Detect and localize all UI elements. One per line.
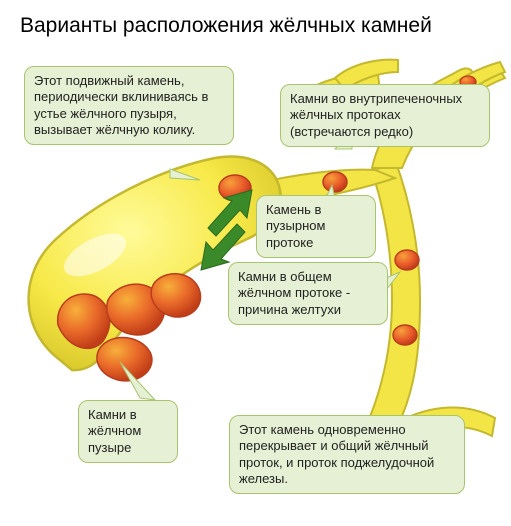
callout-in-gallbladder: Камни в жёлчном пузыре: [78, 400, 178, 463]
page-title: Варианты расположения жёлчных камней: [20, 14, 491, 38]
callout-text: Камни в общем жёлчном протоке - причина …: [238, 269, 350, 317]
cystic-duct-stone: [323, 172, 347, 192]
callout-text: Камни во внутрипеченочных жёлчных проток…: [290, 91, 462, 139]
callout-cystic-duct: Камень в пузырном протоке: [256, 195, 376, 258]
callout-common-bile: Камни в общем жёлчном протоке - причина …: [228, 262, 388, 325]
callout-intrahepatic: Камни во внутрипеченочных жёлчных проток…: [280, 84, 490, 147]
callout-ampulla: Этот камень одновременно перекрывает и о…: [229, 415, 465, 494]
callout-text: Этот камень одновременно перекрывает и о…: [239, 422, 434, 486]
callout-text: Этот подвижный камень, периодически вкли…: [34, 73, 208, 137]
callout-mobile-stone: Этот подвижный камень, периодически вкли…: [24, 66, 234, 145]
callout-text: Камень в пузырном протоке: [266, 202, 325, 250]
callout-text: Камни в жёлчном пузыре: [88, 407, 141, 455]
